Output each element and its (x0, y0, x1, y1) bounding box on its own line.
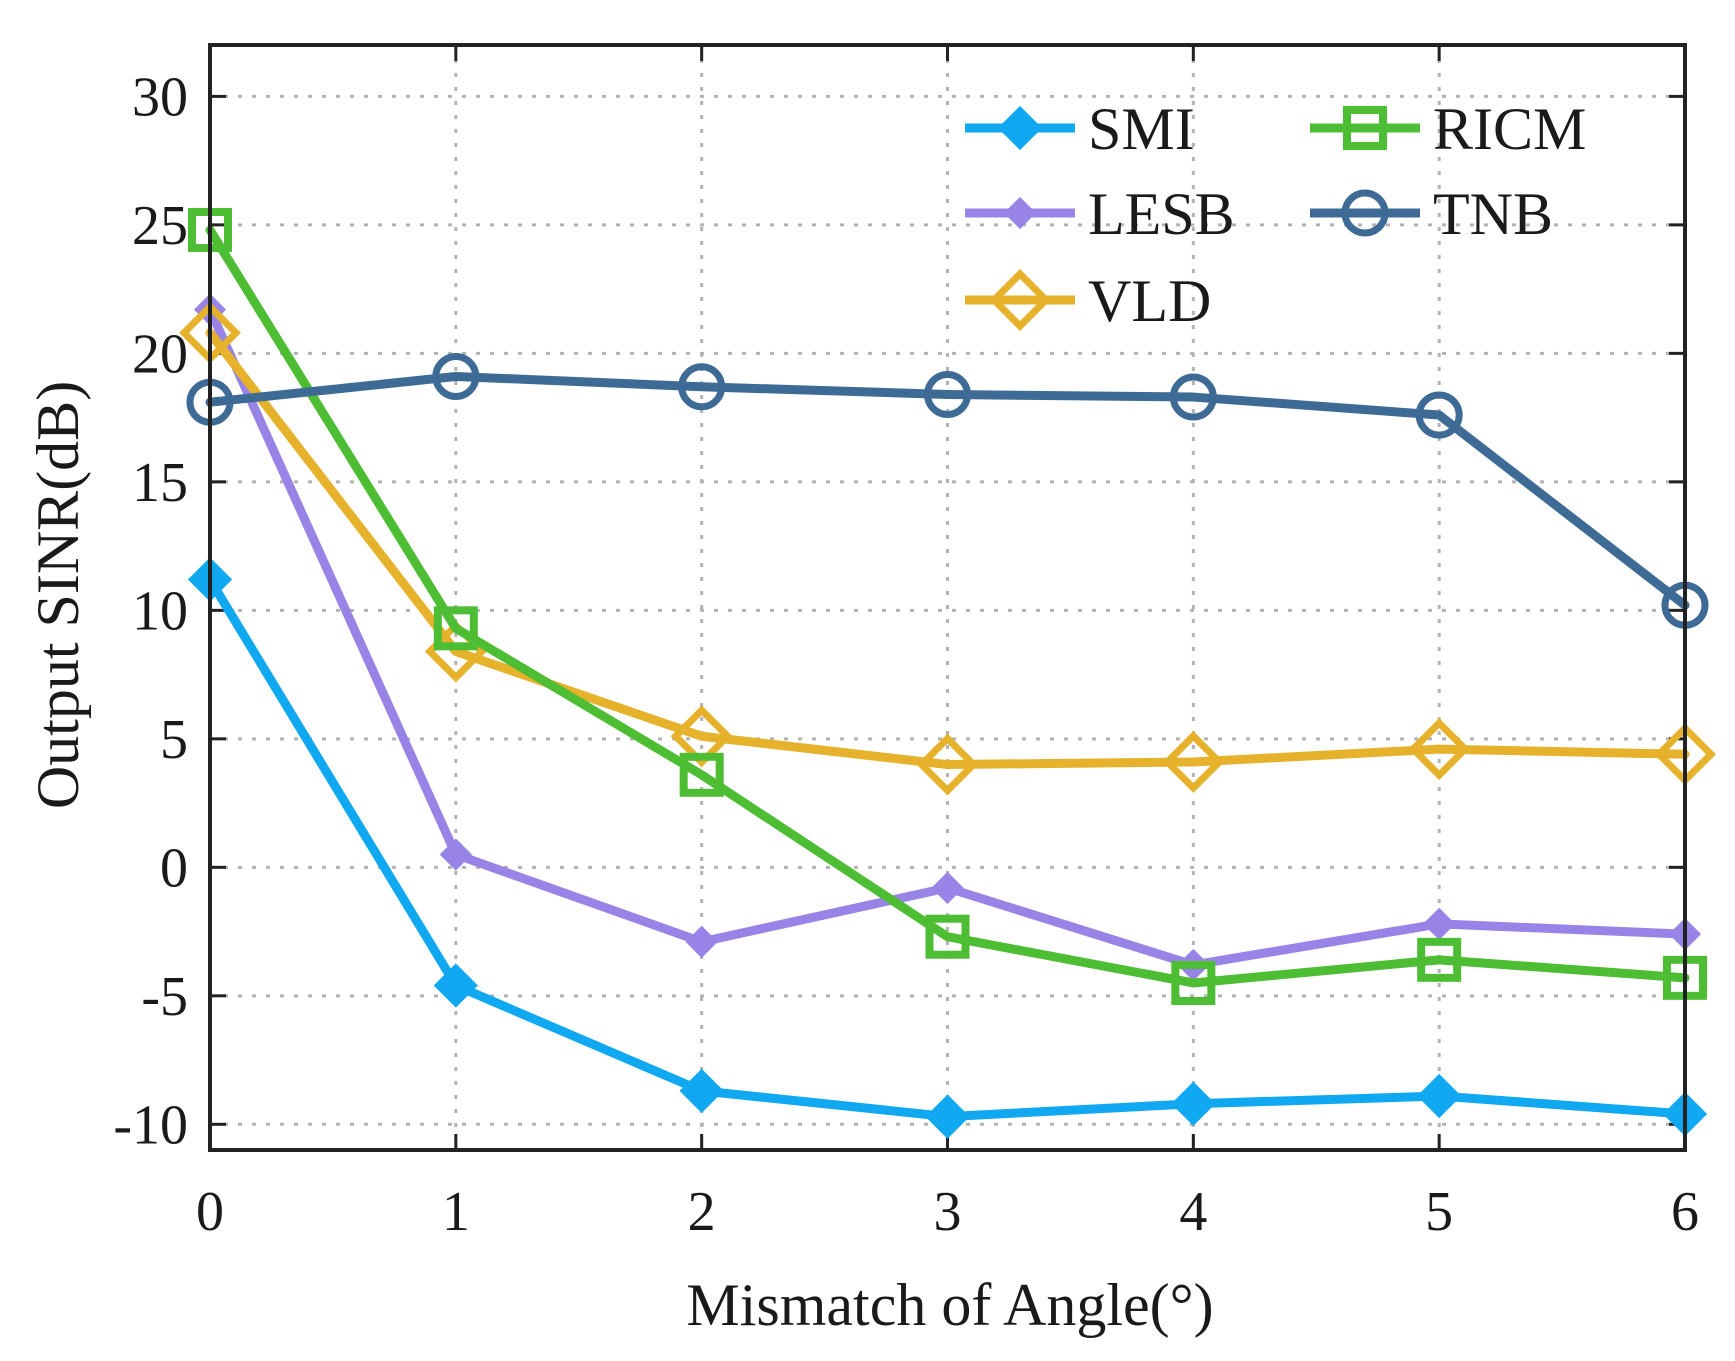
x-axis-label: Mismatch of Angle(°) (686, 1272, 1213, 1338)
y-tick-label: 15 (132, 452, 188, 514)
legend-label-tnb: TNB (1433, 181, 1553, 247)
series-line-ricm (205, 225, 1690, 988)
data-point-vld (1162, 731, 1225, 793)
x-tick-label: 6 (1671, 1181, 1699, 1243)
data-point-smi (1171, 1081, 1216, 1126)
y-tick-label: 25 (132, 195, 188, 257)
series-line-smi (205, 575, 1690, 1122)
y-tick-label: 30 (132, 66, 188, 128)
legend-marker-vld (989, 269, 1051, 331)
x-tick-label: 0 (196, 1181, 224, 1243)
series-line-lesb (205, 305, 1690, 970)
y-tick-label: -5 (141, 966, 188, 1028)
x-tick-label: 2 (688, 1181, 716, 1243)
legend-marker-ricm (1343, 106, 1387, 150)
y-axis-label: Output SINR(dB) (25, 381, 91, 809)
data-point-ricm (679, 752, 724, 797)
series-lesb (193, 293, 1702, 982)
y-tick-label: 0 (160, 837, 188, 899)
legend-marker-lesb (1003, 196, 1037, 230)
legend-item-tnb: TNB (1310, 181, 1553, 247)
legend-label-ricm: RICM (1433, 96, 1586, 162)
series-ricm (188, 208, 1707, 1005)
series-line-tnb (205, 372, 1690, 610)
data-point-tnb (678, 363, 726, 411)
legend-item-vld: VLD (965, 268, 1211, 334)
data-point-lesb (685, 925, 718, 958)
y-tick-label: 20 (132, 323, 188, 385)
data-point-tnb (1169, 373, 1217, 421)
data-point-smi (925, 1094, 970, 1139)
data-point-ricm (433, 606, 478, 651)
data-point-tnb (1415, 391, 1463, 439)
data-point-vld (916, 733, 979, 796)
data-point-smi (433, 963, 478, 1008)
data-point-smi (679, 1068, 724, 1114)
data-point-smi (1417, 1073, 1462, 1119)
legend-item-ricm: RICM (1310, 96, 1586, 162)
legend-label-vld: VLD (1088, 268, 1211, 334)
data-point-ricm (1171, 960, 1216, 1005)
y-tick-label: 5 (160, 709, 188, 771)
legend: SMI LESB VLD RICM TNB (965, 96, 1586, 334)
series-line-vld (205, 328, 1690, 770)
x-tick-label: 3 (934, 1181, 962, 1243)
y-tick-label: 10 (132, 580, 188, 642)
series-smi (187, 557, 1708, 1139)
data-point-vld (670, 705, 733, 768)
data-point-lesb (439, 838, 472, 871)
legend-label-lesb: LESB (1088, 181, 1235, 247)
data-point-ricm (1417, 937, 1462, 982)
x-tick-label: 5 (1425, 1181, 1453, 1243)
series-tnb (186, 353, 1709, 629)
plot-frame (208, 43, 1687, 1152)
data-point-ricm (925, 914, 970, 959)
tick-labels: 0 1 2 3 4 5 6 -10 -5 0 5 10 15 20 25 30 (113, 66, 1699, 1243)
legend-marker-smi (997, 105, 1043, 151)
data-point-lesb (931, 871, 964, 905)
x-tick-label: 1 (442, 1181, 470, 1243)
data-point-lesb (1423, 907, 1456, 940)
y-tick-label: -10 (113, 1094, 188, 1156)
legend-item-smi: SMI (965, 96, 1195, 162)
grid-lines (210, 45, 1685, 1150)
data-point-tnb (432, 353, 480, 400)
legend-label-smi: SMI (1088, 96, 1195, 162)
x-tick-label: 4 (1179, 1181, 1207, 1243)
data-point-tnb (924, 370, 971, 418)
legend-marker-tnb (1341, 189, 1389, 237)
data-point-vld (1408, 718, 1471, 781)
legend-item-lesb: LESB (965, 181, 1235, 247)
